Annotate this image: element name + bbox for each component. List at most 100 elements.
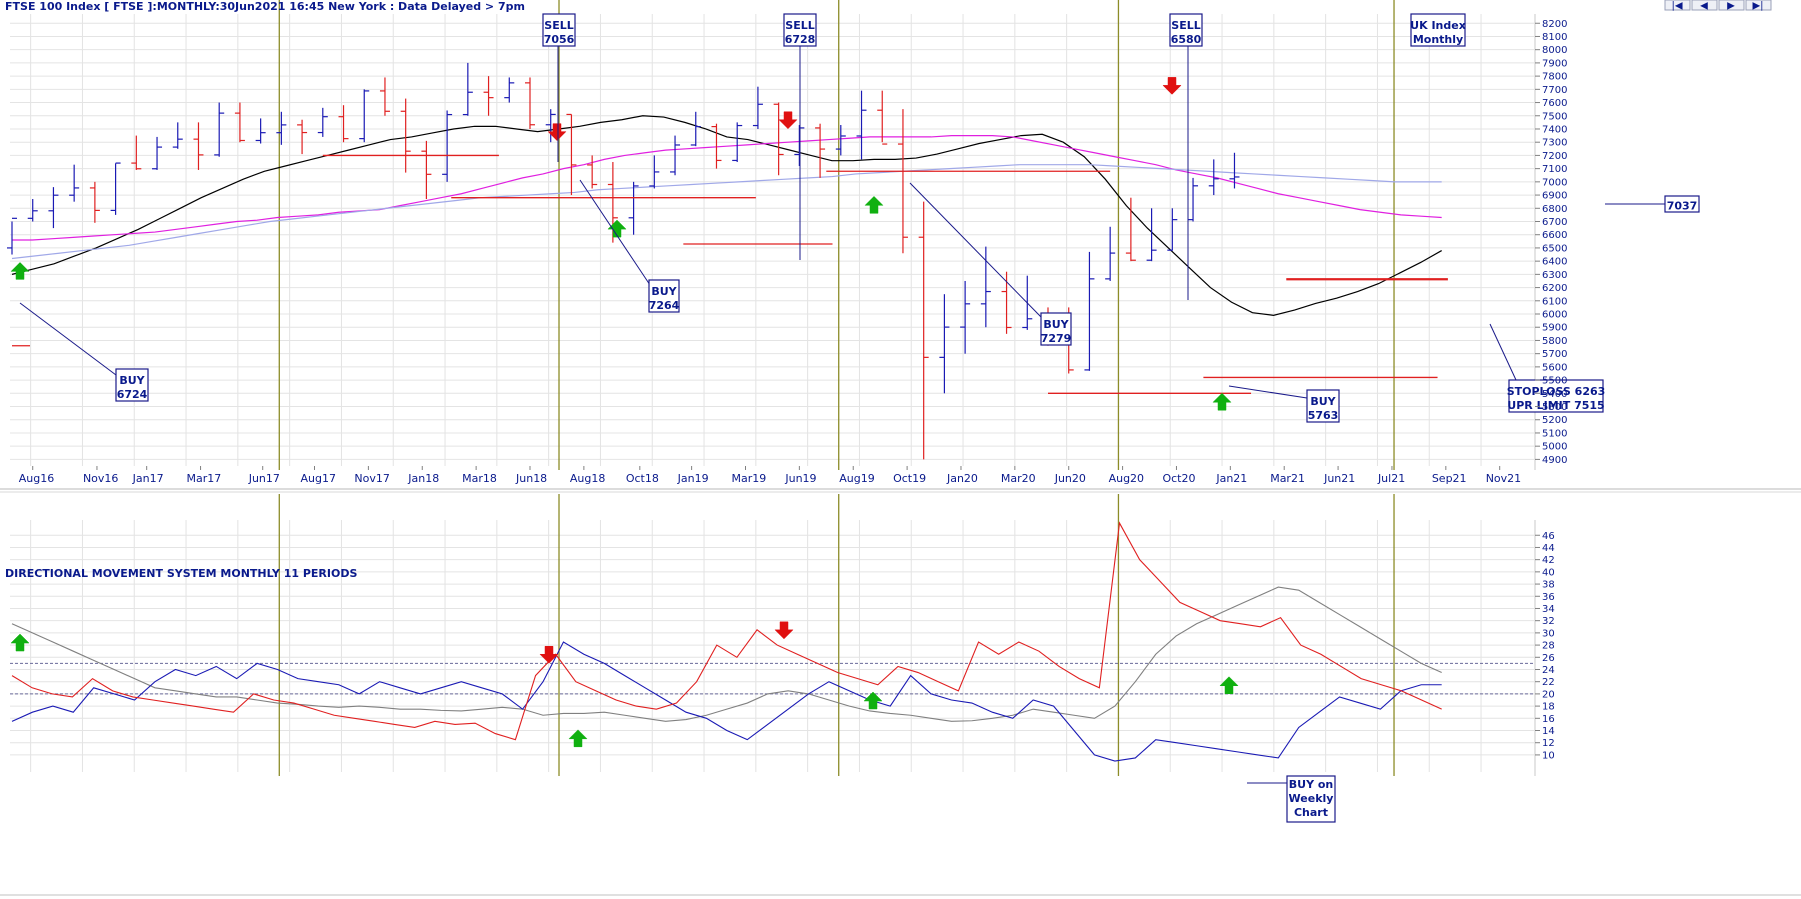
x-tick-label: Jan18	[407, 472, 439, 485]
y-tick-label: 5000	[1542, 442, 1567, 453]
chart-title: FTSE 100 Index [ FTSE ]:MONTHLY:30Jun202…	[5, 0, 525, 13]
dm-series-line	[11, 641, 1442, 762]
x-tick-label: Jan17	[132, 472, 164, 485]
ohlc-bar	[110, 162, 121, 215]
annotation-label: BUY	[1310, 395, 1336, 408]
ohlc-bar	[27, 199, 38, 222]
x-tick-label: Nov21	[1486, 472, 1521, 485]
y-tick-label: 7500	[1542, 111, 1567, 122]
nav-button-frame	[1664, 0, 1691, 11]
x-tick-label: Jan20	[946, 472, 978, 485]
nav-button[interactable]: ▶|	[1745, 0, 1772, 12]
y-tick-label: 7700	[1542, 85, 1567, 96]
dm-series-line	[11, 586, 1442, 722]
annotation-label: Monthly	[1413, 33, 1463, 46]
annotation-frame	[1664, 195, 1700, 213]
ohlc-bar	[752, 86, 763, 129]
dm-series-line	[11, 521, 1442, 741]
ohlc-bar	[1001, 271, 1012, 334]
buy-arrow-icon	[1219, 676, 1239, 694]
nav-button[interactable]: ▶	[1718, 0, 1745, 12]
y-tick-label: 7600	[1542, 98, 1567, 109]
ohlc-bar	[545, 109, 556, 143]
y-tick-label: 6600	[1542, 230, 1567, 241]
buy-arrow-icon	[607, 219, 627, 238]
ohlc-bar	[939, 294, 950, 394]
x-tick-label: Nov16	[83, 472, 118, 485]
annotation-label: BUY on	[1289, 778, 1334, 791]
ohlc-bar	[877, 90, 888, 145]
y-tick-label: 7300	[1542, 138, 1567, 149]
y-tick-label: 8200	[1542, 19, 1567, 30]
nav-button[interactable]: ◀	[1691, 0, 1718, 12]
annotation-frame	[1508, 379, 1604, 413]
nav-button-label: ◀	[1700, 1, 1708, 12]
x-tick-label: Aug20	[1109, 472, 1144, 485]
x-tick-label: Jan19	[677, 472, 709, 485]
dm-y-tick-label: 44	[1542, 543, 1555, 554]
ohlc-bar	[1229, 152, 1240, 189]
x-tick-label: Mar21	[1270, 472, 1305, 485]
nav-button-label: ▶	[1727, 1, 1735, 12]
y-tick-label: 5300	[1542, 402, 1567, 413]
sell-arrow-icon	[778, 111, 798, 130]
ohlc-bar	[1146, 208, 1157, 262]
y-tick-label: 6300	[1542, 270, 1567, 281]
y-tick-label: 7800	[1542, 72, 1567, 83]
ohlc-bar	[835, 125, 846, 156]
ohlc-bar	[152, 136, 163, 170]
nav-button-frame	[1718, 0, 1745, 11]
dm-y-tick-label: 28	[1542, 641, 1555, 652]
annotation-label: 5763	[1308, 409, 1339, 422]
nav-button-frame	[1691, 0, 1718, 11]
ohlc-bar	[525, 77, 535, 129]
ohlc-bar	[1125, 197, 1136, 262]
y-tick-label: 5200	[1542, 415, 1567, 426]
x-tick-label: Aug17	[301, 472, 336, 485]
ohlc-bar	[297, 119, 308, 155]
dm-chart-title: DIRECTIONAL MOVEMENT SYSTEM MONTHLY 11 P…	[5, 567, 357, 580]
y-tick-label: 6500	[1542, 243, 1567, 254]
annotation-label: 7056	[544, 33, 575, 46]
moving-average-line	[12, 134, 1442, 241]
annotation-frame	[1169, 13, 1203, 47]
x-tick-label: Nov17	[354, 472, 389, 485]
ohlc-bar	[359, 89, 370, 143]
ohlc-bar	[897, 109, 908, 254]
y-tick-label: 6400	[1542, 257, 1567, 268]
x-tick-label: Mar18	[462, 472, 497, 485]
y-tick-label: 8100	[1542, 32, 1567, 43]
annotation-label: UPR LIMIT 7515	[1507, 399, 1604, 412]
dm-y-tick-label: 30	[1542, 628, 1555, 639]
ohlc-bar	[980, 246, 991, 328]
ohlc-bar	[338, 105, 349, 143]
y-tick-label: 5800	[1542, 336, 1567, 347]
ohlc-bar	[773, 102, 784, 176]
ohlc-bar	[960, 280, 971, 354]
ohlc-bar	[48, 187, 59, 229]
annotation-label: BUY	[1043, 318, 1069, 331]
y-tick-label: 7200	[1542, 151, 1567, 162]
ohlc-bar	[1084, 251, 1095, 371]
ohlc-bar	[483, 76, 494, 116]
ohlc-bar	[193, 122, 204, 170]
buy-arrow-icon	[863, 691, 883, 710]
annotation-label: BUY	[651, 285, 677, 298]
annotation-box: 7037	[1605, 195, 1700, 213]
moving-average-line	[11, 164, 1442, 260]
annotation-label: STOPLOSS 6263	[1507, 385, 1606, 398]
nav-button[interactable]: |◀	[1664, 0, 1691, 12]
x-tick-label: Oct20	[1162, 472, 1195, 485]
annotation-frame	[648, 279, 680, 313]
dm-y-tick-label: 10	[1542, 750, 1555, 761]
y-tick-label: 6800	[1542, 204, 1567, 215]
navigation-buttons[interactable]: |◀ ◀ ▶ ▶|	[1664, 0, 1772, 12]
y-tick-label: 5100	[1542, 428, 1567, 439]
annotation-label: SELL	[785, 19, 814, 32]
ohlc-bar	[732, 122, 743, 163]
annotation-pointer	[579, 179, 651, 286]
